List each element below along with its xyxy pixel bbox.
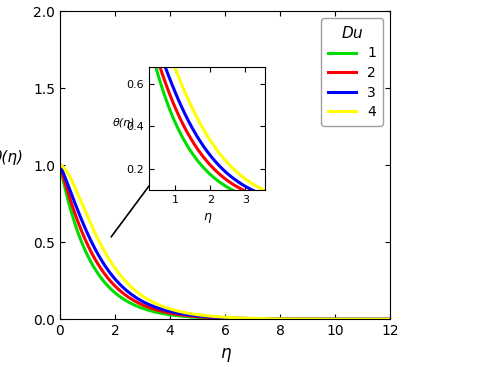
1 (317, 317, 323, 321)
1 (74, 227, 80, 232)
3 (218, 315, 224, 320)
2 (218, 316, 224, 320)
3 (378, 317, 384, 321)
3 (378, 317, 384, 321)
4 (378, 317, 384, 321)
1 (387, 317, 393, 321)
X-axis label: η: η (220, 344, 230, 362)
2 (387, 317, 393, 321)
3 (74, 206, 80, 210)
2 (317, 317, 323, 321)
4 (74, 189, 80, 194)
4 (378, 317, 384, 321)
1 (208, 316, 214, 320)
Line: 2: 2 (60, 165, 390, 319)
4 (317, 317, 323, 321)
Line: 3: 3 (60, 165, 390, 319)
2 (57, 163, 63, 167)
Line: 4: 4 (60, 165, 390, 319)
4 (57, 163, 63, 167)
1 (378, 317, 384, 321)
4 (208, 314, 214, 319)
2 (208, 315, 214, 320)
1 (57, 163, 63, 167)
3 (208, 315, 214, 319)
2 (378, 317, 384, 321)
4 (387, 317, 393, 321)
3 (57, 163, 63, 167)
2 (378, 317, 384, 321)
Line: 1: 1 (60, 165, 390, 319)
2 (74, 217, 80, 221)
Legend: 1, 2, 3, 4: 1, 2, 3, 4 (322, 18, 383, 126)
3 (317, 317, 323, 321)
3 (387, 317, 393, 321)
1 (378, 317, 384, 321)
Y-axis label: θ(η): θ(η) (0, 150, 24, 165)
4 (218, 315, 224, 319)
1 (218, 316, 224, 321)
